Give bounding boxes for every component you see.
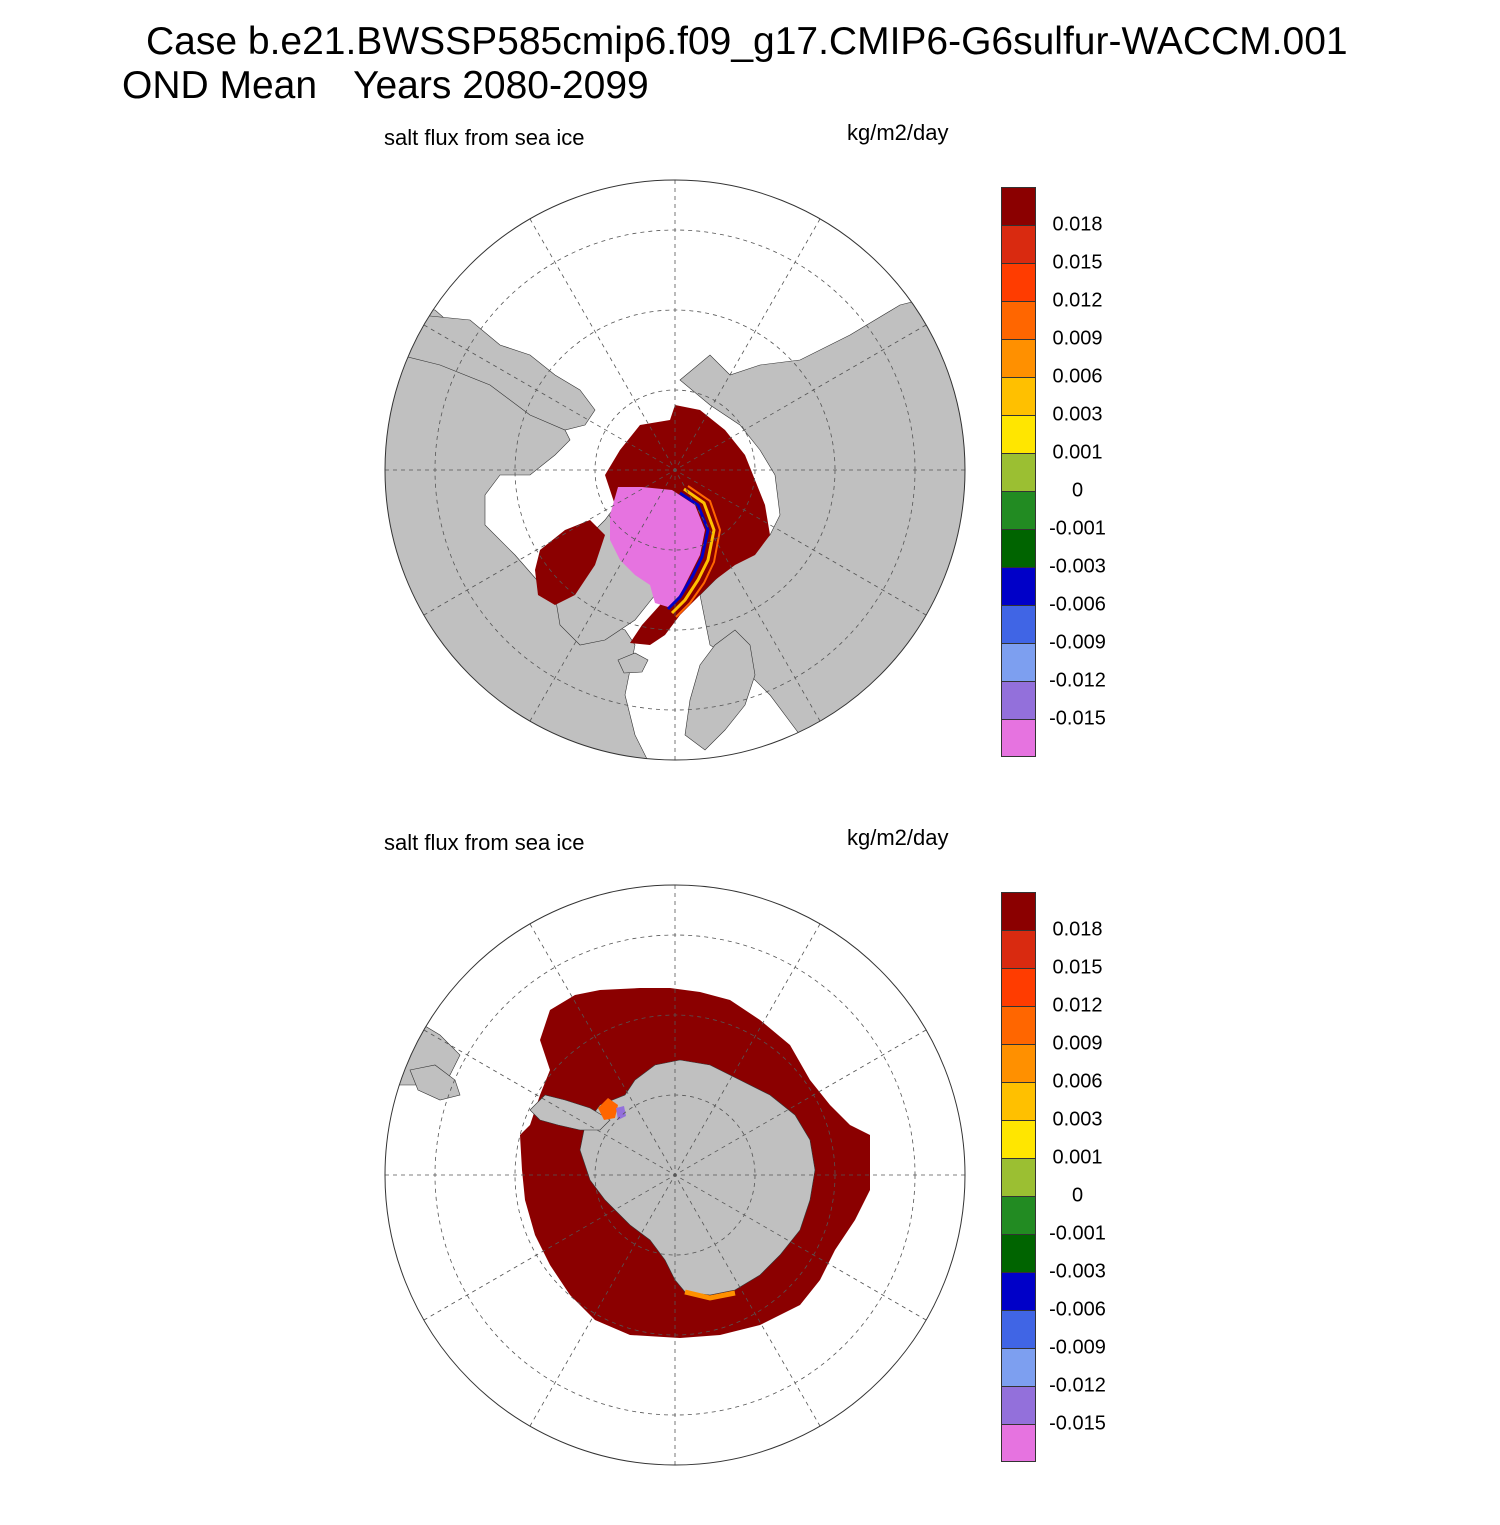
south-america-tip xyxy=(409,1064,461,1101)
colorbar-swatch xyxy=(1001,377,1036,415)
colorbar-swatch xyxy=(1001,567,1036,605)
colorbar-tick-label: -0.015 xyxy=(1049,707,1106,730)
flux-transition-band-warm xyxy=(670,487,716,615)
alaska-landmass xyxy=(399,314,596,431)
labrador-flux-region xyxy=(535,520,605,605)
colorbar-swatch xyxy=(1001,529,1036,567)
south-panel: salt flux from sea ice kg/m2/day xyxy=(0,820,1500,1525)
colorbar-swatch xyxy=(1001,719,1036,757)
colorbar-tick-label: -0.012 xyxy=(1049,669,1106,692)
colorbar xyxy=(1001,892,1036,1462)
colorbar-swatch xyxy=(1001,1006,1036,1044)
units-label: kg/m2/day xyxy=(847,120,949,145)
colorbar-swatch xyxy=(1001,968,1036,1006)
eurasia-landmass xyxy=(679,294,965,760)
colorbar-tick-label: 0.018 xyxy=(1052,918,1103,941)
colorbar-swatch xyxy=(1001,187,1036,225)
salt-flux-negative-region xyxy=(610,487,705,607)
colorbar-tick-label: 0.003 xyxy=(1052,403,1103,426)
variable-label: salt flux from sea ice xyxy=(384,830,585,855)
colorbar-tick-label: 0.006 xyxy=(1052,365,1103,388)
antarctic-peninsula xyxy=(529,1094,611,1131)
case-title: Case b.e21.BWSSP585cmip6.f09_g17.CMIP6-G… xyxy=(146,20,1348,63)
colorbar-tick-label: 0.001 xyxy=(1052,441,1103,464)
units-label: kg/m2/day xyxy=(847,825,949,850)
salt-flux-positive-ring xyxy=(520,988,870,1338)
iceland-landmass xyxy=(617,652,649,674)
years-label: Years 2080-2099 xyxy=(353,64,649,107)
colorbar xyxy=(1001,187,1036,757)
colorbar-tick-label: 0 xyxy=(1071,479,1084,502)
colorbar-swatch xyxy=(1001,643,1036,681)
colorbar-tick-label: -0.015 xyxy=(1049,1412,1106,1435)
colorbar-tick-label: 0.001 xyxy=(1052,1146,1103,1169)
colorbar-swatch xyxy=(1001,1044,1036,1082)
north-panel: salt flux from sea ice kg/m2/day xyxy=(0,115,1500,820)
colorbar-swatch xyxy=(1001,1082,1036,1120)
colorbar-swatch xyxy=(1001,415,1036,453)
colorbar-tick-label: -0.009 xyxy=(1049,1336,1106,1359)
graticule xyxy=(385,885,965,1465)
colorbar-tick-label: -0.006 xyxy=(1049,593,1106,616)
season-label: OND Mean xyxy=(122,64,318,107)
colorbar-tick-label: 0.015 xyxy=(1052,956,1103,979)
colorbar-swatch xyxy=(1001,491,1036,529)
map-border xyxy=(384,884,966,1466)
colorbar-swatch xyxy=(1001,453,1036,491)
weddell-flux-patch xyxy=(598,1098,618,1120)
colorbar-tick-label: 0.003 xyxy=(1052,1108,1103,1131)
weddell-negative-patch xyxy=(616,1106,626,1120)
colorbar-swatch xyxy=(1001,605,1036,643)
colorbar-swatch xyxy=(1001,263,1036,301)
flux-transition-band-hot xyxy=(675,485,722,618)
colorbar-tick-label: 0.009 xyxy=(1052,327,1103,350)
colorbar-swatch xyxy=(1001,301,1036,339)
colorbar-swatch xyxy=(1001,930,1036,968)
map-border xyxy=(384,179,966,761)
colorbar-swatch xyxy=(1001,1234,1036,1272)
colorbar-swatch xyxy=(1001,681,1036,719)
antarctica-landmass xyxy=(579,1059,816,1296)
colorbar-swatch xyxy=(1001,1386,1036,1424)
colorbar-tick-label: -0.001 xyxy=(1049,517,1106,540)
colorbar-swatch xyxy=(1001,1310,1036,1348)
colorbar-swatch xyxy=(1001,1348,1036,1386)
colorbar-swatch xyxy=(1001,1196,1036,1234)
colorbar-tick-label: 0.006 xyxy=(1052,1070,1103,1093)
colorbar-tick-label: -0.001 xyxy=(1049,1222,1106,1245)
colorbar-tick-label: -0.003 xyxy=(1049,1260,1106,1283)
colorbar-swatch xyxy=(1001,1272,1036,1310)
variable-label: salt flux from sea ice xyxy=(384,125,585,150)
colorbar-tick-label: 0.012 xyxy=(1052,994,1103,1017)
colorbar-tick-label: -0.006 xyxy=(1049,1298,1106,1321)
colorbar-tick-label: 0.012 xyxy=(1052,289,1103,312)
south-polar-map xyxy=(384,884,966,1466)
colorbar-tick-label: 0.015 xyxy=(1052,251,1103,274)
colorbar-swatch xyxy=(1001,1424,1036,1462)
colorbar-swatch xyxy=(1001,225,1036,263)
colorbar-swatch xyxy=(1001,339,1036,377)
period-title: OND Mean Years 2080-2099 xyxy=(122,64,649,108)
colorbar-tick-label: 0.009 xyxy=(1052,1032,1103,1055)
colorbar-tick-label: -0.012 xyxy=(1049,1374,1106,1397)
north-polar-map xyxy=(384,179,966,761)
scandinavia-landmass xyxy=(684,629,756,751)
colorbar-swatch xyxy=(1001,1158,1036,1196)
colorbar-swatch xyxy=(1001,892,1036,930)
colorbar-tick-label: 0 xyxy=(1071,1184,1084,1207)
colorbar-swatch xyxy=(1001,1120,1036,1158)
ross-sea-flux-band xyxy=(684,1289,736,1301)
colorbar-tick-label: -0.009 xyxy=(1049,631,1106,654)
colorbar-tick-label: 0.018 xyxy=(1052,213,1103,236)
colorbar-tick-label: -0.003 xyxy=(1049,555,1106,578)
graticule xyxy=(385,180,965,760)
flux-transition-band xyxy=(666,491,710,611)
